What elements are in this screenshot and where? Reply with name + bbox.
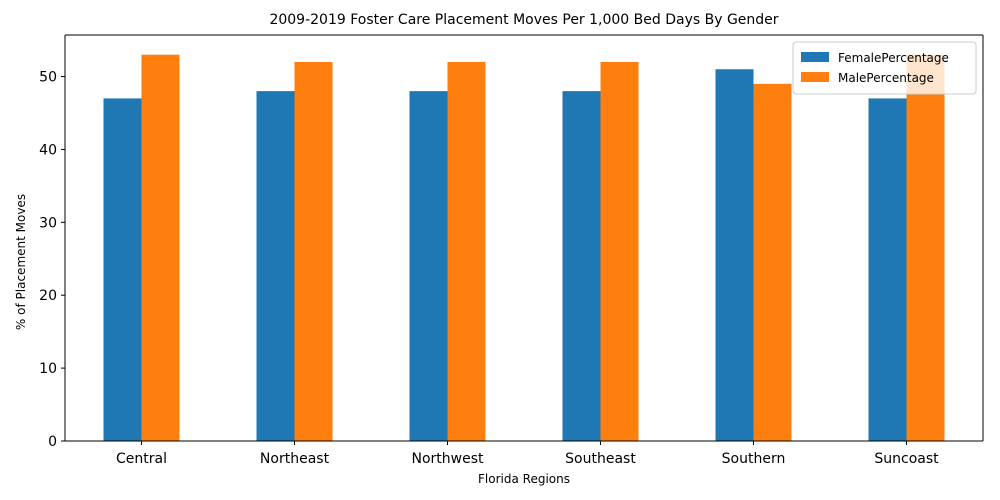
bar-malepercentage-suncoast <box>906 54 945 442</box>
chart-title: 2009-2019 Foster Care Placement Moves Pe… <box>269 12 778 28</box>
x-tick-label: Suncoast <box>874 451 939 467</box>
bar-femalepercentage-suncoast <box>868 98 907 441</box>
bar-malepercentage-southeast <box>600 61 639 441</box>
bar-femalepercentage-northwest <box>409 91 448 441</box>
legend: FemalePercentage MalePercentage <box>792 41 977 95</box>
x-tick-label: Central <box>116 451 167 467</box>
bar-malepercentage-central <box>141 54 180 442</box>
y-tick-label: 30 <box>39 215 57 231</box>
x-tick-label: Southeast <box>565 451 636 467</box>
y-tick-label: 0 <box>48 434 57 450</box>
y-tick-label: 20 <box>39 288 57 304</box>
legend-label: FemalePercentage <box>838 51 949 65</box>
x-tick-label: Northwest <box>411 451 484 467</box>
axes-layer: 0 10 20 30 40 50 Central Northeast Northwest Sout… <box>39 34 984 467</box>
bar-femalepercentage-central <box>103 98 142 441</box>
y-tick-label: 40 <box>39 142 57 158</box>
bar-malepercentage-northwest <box>447 61 486 441</box>
y-tick-label: 50 <box>39 70 57 86</box>
bar-femalepercentage-southern <box>715 69 754 441</box>
legend-swatch <box>801 72 829 82</box>
y-axis-title: % of Placement Moves <box>14 194 28 330</box>
bar-femalepercentage-northeast <box>256 91 295 441</box>
legend-label: MalePercentage <box>838 71 934 85</box>
x-tick-label: Southern <box>722 451 786 467</box>
bar-malepercentage-southern <box>753 83 792 442</box>
legend-box <box>792 41 977 95</box>
x-axis-title: Florida Regions <box>478 472 570 486</box>
bar-malepercentage-northeast <box>294 61 333 441</box>
bar-femalepercentage-southeast <box>562 91 601 441</box>
y-tick-label: 10 <box>39 361 57 377</box>
legend-swatch <box>801 52 829 62</box>
x-tick-label: Northeast <box>260 451 330 467</box>
bars-layer <box>103 54 945 442</box>
